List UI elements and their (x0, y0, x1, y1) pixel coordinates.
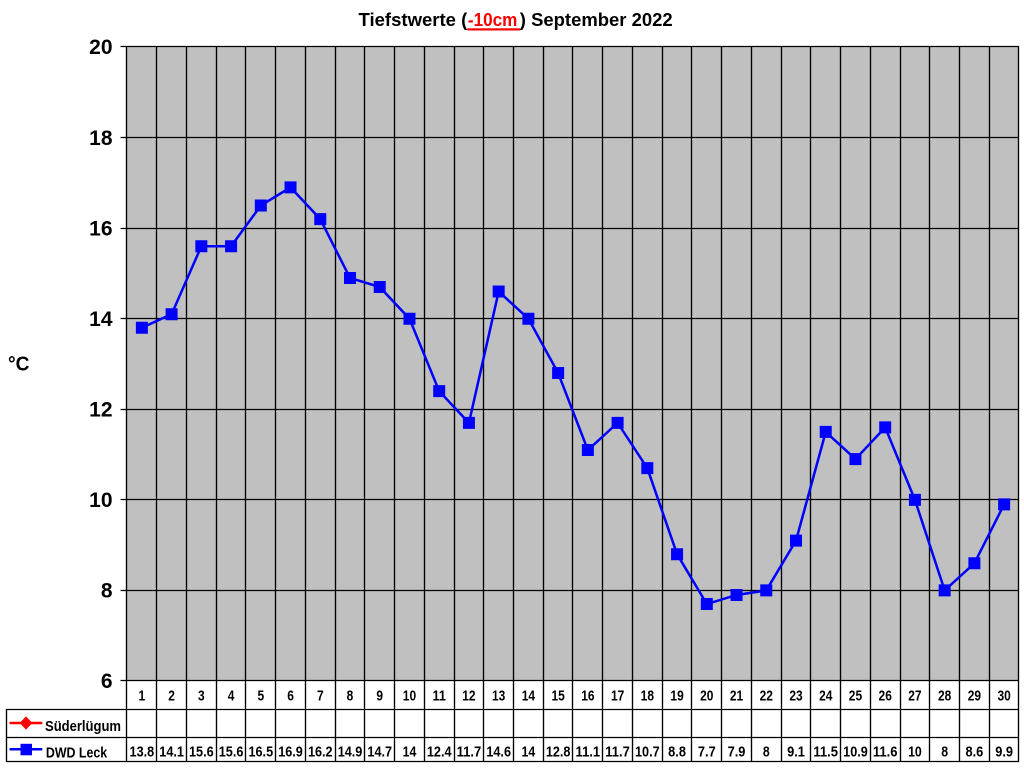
svg-text:3: 3 (198, 688, 205, 704)
svg-text:10: 10 (908, 744, 922, 761)
svg-text:8.6: 8.6 (966, 744, 984, 761)
svg-text:8: 8 (101, 580, 113, 603)
svg-text:13: 13 (492, 688, 505, 704)
svg-text:9: 9 (376, 688, 383, 704)
svg-text:14: 14 (403, 744, 417, 761)
svg-text:19: 19 (670, 688, 683, 704)
svg-text:25: 25 (849, 688, 862, 704)
svg-text:10.7: 10.7 (635, 744, 660, 761)
svg-text:9.9: 9.9 (995, 744, 1013, 761)
svg-text:°C: °C (8, 353, 30, 376)
svg-text:11.1: 11.1 (576, 744, 601, 761)
svg-text:12: 12 (89, 398, 112, 421)
svg-text:11: 11 (433, 688, 446, 704)
svg-text:14.1: 14.1 (159, 744, 184, 761)
svg-text:16: 16 (89, 217, 112, 240)
svg-text:5: 5 (257, 688, 264, 704)
svg-text:12: 12 (462, 688, 475, 704)
svg-text:23: 23 (789, 688, 802, 704)
svg-text:11.5: 11.5 (813, 744, 838, 761)
svg-text:20: 20 (700, 688, 713, 704)
svg-text:15.6: 15.6 (189, 744, 214, 761)
svg-text:11.6: 11.6 (873, 744, 898, 761)
svg-text:18: 18 (89, 127, 113, 150)
svg-text:8.8: 8.8 (668, 744, 686, 761)
svg-text:22: 22 (760, 688, 773, 704)
svg-text:14.9: 14.9 (338, 744, 363, 761)
svg-text:14: 14 (522, 744, 536, 761)
svg-text:16.9: 16.9 (278, 744, 303, 761)
svg-text:14: 14 (89, 308, 113, 331)
svg-text:16: 16 (581, 688, 594, 704)
svg-text:24: 24 (819, 688, 833, 704)
svg-text:27: 27 (908, 688, 921, 704)
svg-text:21: 21 (730, 688, 743, 704)
svg-text:DWD Leck: DWD Leck (46, 744, 108, 761)
svg-text:10: 10 (89, 489, 112, 512)
svg-text:7.7: 7.7 (698, 744, 716, 761)
svg-text:12.8: 12.8 (546, 744, 571, 761)
svg-text:20: 20 (89, 36, 112, 59)
svg-text:30: 30 (997, 688, 1010, 704)
svg-text:15.6: 15.6 (219, 744, 244, 761)
svg-text:4: 4 (228, 688, 235, 704)
svg-text:18: 18 (641, 688, 654, 704)
svg-text:14.6: 14.6 (486, 744, 511, 761)
svg-text:10: 10 (403, 688, 416, 704)
svg-text:29: 29 (968, 688, 981, 704)
svg-text:17: 17 (611, 688, 624, 704)
svg-text:12.4: 12.4 (427, 744, 452, 761)
svg-text:Süderlügum: Süderlügum (45, 718, 121, 735)
svg-text:15: 15 (551, 688, 564, 704)
svg-text:16.2: 16.2 (308, 744, 333, 761)
svg-text:11.7: 11.7 (457, 744, 482, 761)
svg-text:6: 6 (101, 670, 113, 693)
svg-text:13.8: 13.8 (130, 744, 155, 761)
svg-text:26: 26 (879, 688, 892, 704)
svg-text:14: 14 (522, 688, 536, 704)
svg-text:8: 8 (763, 744, 770, 761)
svg-text:6: 6 (287, 688, 294, 704)
svg-text:2: 2 (168, 688, 175, 704)
svg-text:8: 8 (347, 688, 354, 704)
svg-text:10.9: 10.9 (843, 744, 868, 761)
svg-text:Tiefstwerte (-10cm) September: Tiefstwerte (-10cm) September 2022 (359, 10, 673, 30)
svg-text:11.7: 11.7 (605, 744, 630, 761)
svg-text:7: 7 (317, 688, 324, 704)
svg-text:8: 8 (941, 744, 948, 761)
svg-text:1: 1 (139, 688, 146, 704)
svg-text:9.1: 9.1 (787, 744, 805, 761)
svg-text:14.7: 14.7 (367, 744, 392, 761)
svg-text:7.9: 7.9 (728, 744, 746, 761)
svg-text:28: 28 (938, 688, 951, 704)
svg-text:16.5: 16.5 (248, 744, 273, 761)
